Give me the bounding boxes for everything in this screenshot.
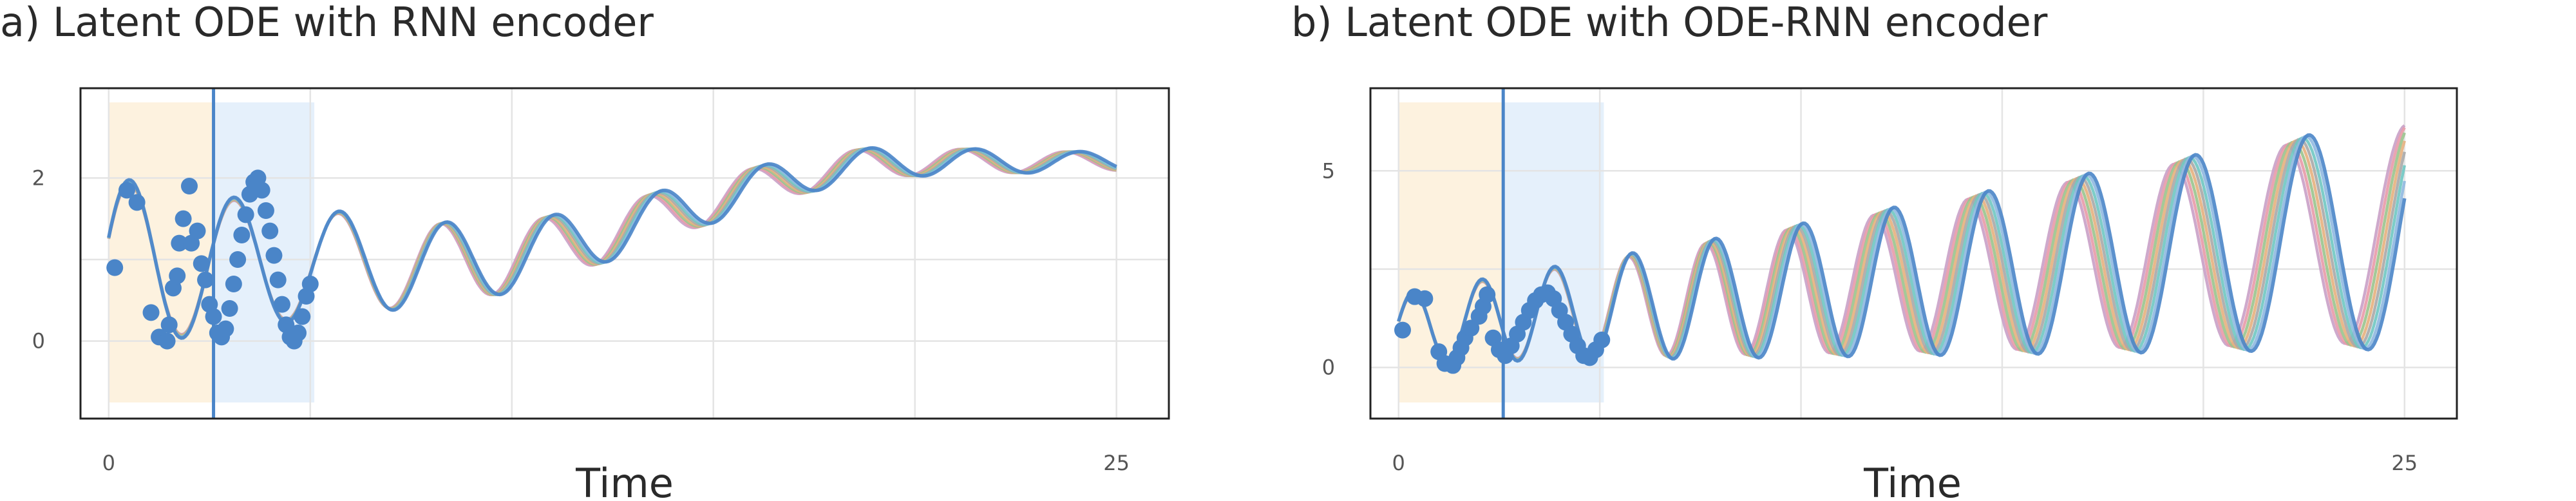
panel-b-sample-trajectories <box>1397 124 2407 364</box>
observation-point-7 <box>160 316 178 334</box>
panel-a-observations <box>106 169 319 350</box>
observation-point-39 <box>290 325 307 341</box>
observation-point-14 <box>189 222 206 240</box>
observation-point-4 <box>142 304 160 321</box>
panel-a-xtick-0: 0 <box>102 451 115 475</box>
observation-point-21 <box>217 320 234 337</box>
observation-point-3 <box>128 194 146 211</box>
panel-a: a) Latent ODE with RNN encoder 0 25 0 2 … <box>0 0 1170 501</box>
panel-b-xtick-25: 25 <box>2391 451 2418 475</box>
observation-point-32 <box>1593 331 1611 348</box>
observation-point-11 <box>175 210 192 227</box>
observation-point-6 <box>158 332 176 350</box>
panel-b-title: b) Latent ODE with ODE-RNN encoder <box>1291 0 2048 46</box>
panel-a-ytick-0: 0 <box>32 329 45 354</box>
observed-window-band <box>108 102 214 402</box>
observation-point-32 <box>261 222 279 240</box>
sample-trajectory-8 <box>107 146 1117 340</box>
observation-point-34 <box>269 271 287 288</box>
sample-trajectory-8 <box>1397 133 2407 364</box>
prediction-window-band <box>213 102 315 402</box>
observation-point-1 <box>106 259 124 276</box>
observation-point-9 <box>169 267 186 285</box>
panel-a-xtick-25: 25 <box>1103 451 1130 475</box>
panel-a-ytick-2: 2 <box>32 165 45 190</box>
observation-point-24 <box>229 251 247 268</box>
observation-point-40 <box>294 308 311 325</box>
observation-point-23 <box>225 276 242 292</box>
panel-b-observations <box>1394 284 1611 374</box>
observation-point-12 <box>181 178 198 194</box>
observation-point-16 <box>197 271 214 288</box>
panel-b-ytick-5: 5 <box>1322 158 1335 183</box>
observation-point-1 <box>1394 321 1411 339</box>
observation-point-25 <box>233 227 251 243</box>
panel-b-ytick-0: 0 <box>1322 355 1335 380</box>
panel-a-interval-bands <box>108 102 315 402</box>
panel-b-frame <box>1369 87 2458 420</box>
panel-a-gridlines <box>80 88 1169 419</box>
panel-a-title: a) Latent ODE with RNN encoder <box>0 0 654 46</box>
panel-b-xlabel: Time <box>1863 460 1962 501</box>
panel-b-xtick-0: 0 <box>1392 451 1405 475</box>
observation-point-15 <box>193 255 210 272</box>
observation-point-18 <box>205 308 222 325</box>
observation-point-42 <box>301 276 319 292</box>
observation-point-26 <box>237 206 254 223</box>
observation-point-10 <box>171 234 188 252</box>
panel-b: b) Latent ODE with ODE-RNN encoder 0 25 … <box>1291 0 2458 501</box>
observation-point-2 <box>118 182 135 199</box>
panel-a-frame <box>79 87 1170 420</box>
observation-point-3 <box>1416 290 1434 307</box>
observation-point-33 <box>265 247 283 264</box>
observation-point-22 <box>221 300 238 317</box>
observation-point-31 <box>257 202 274 219</box>
panel-a-xlabel: Time <box>575 460 674 501</box>
observation-point-10 <box>1463 319 1480 337</box>
observation-point-13 <box>1479 286 1496 303</box>
observation-point-30 <box>253 182 270 199</box>
observation-point-35 <box>273 296 290 313</box>
